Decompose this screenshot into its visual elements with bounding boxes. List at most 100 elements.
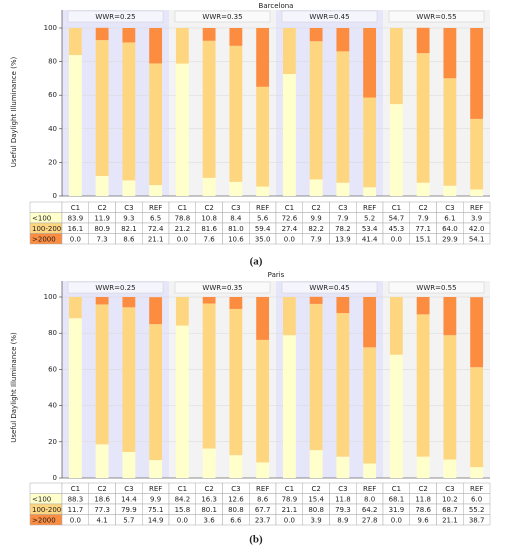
bar-segment xyxy=(416,182,430,196)
table-value: 7.9 xyxy=(418,214,429,222)
table-header: C3 xyxy=(338,485,347,493)
table-header: C2 xyxy=(311,485,320,493)
table-header: REF xyxy=(363,204,376,212)
table-value: 79.9 xyxy=(121,506,137,514)
table-value: 29.9 xyxy=(442,235,458,243)
table-value: 10.8 xyxy=(201,214,217,222)
table-value: 15.1 xyxy=(415,235,431,243)
group-label-box xyxy=(174,281,271,294)
table-value: 21.1 xyxy=(442,516,458,524)
y-tick-label: 20 xyxy=(48,438,57,446)
table-header: C1 xyxy=(285,204,294,212)
bar-segment xyxy=(416,53,430,183)
y-tick-label: 100 xyxy=(44,24,57,32)
table-value: 7.6 xyxy=(204,235,216,243)
bar-segment xyxy=(282,335,296,478)
table-value: 3.9 xyxy=(471,214,482,222)
table-header: REF xyxy=(256,485,269,493)
bar-segment xyxy=(95,27,109,41)
table-value: 83.9 xyxy=(68,214,84,222)
table-value: 23.7 xyxy=(255,516,271,524)
table-header: REF xyxy=(149,204,162,212)
table-value: 81.0 xyxy=(228,225,244,233)
table-value: 14.4 xyxy=(121,495,137,503)
group-label-box xyxy=(67,281,164,294)
table-value: 64.0 xyxy=(442,225,458,233)
bar-segment xyxy=(363,297,377,348)
bar-segment xyxy=(443,28,457,79)
bar-segment xyxy=(256,339,270,463)
bar-segment xyxy=(416,314,430,457)
table-corner xyxy=(29,482,63,494)
table-value: 13.9 xyxy=(335,235,351,243)
bar-segment xyxy=(256,297,270,340)
group-label-box xyxy=(388,10,485,23)
table-value: 3.9 xyxy=(311,516,322,524)
bar-segment xyxy=(175,297,189,326)
table-value: 0.0 xyxy=(284,516,295,524)
legend-label: <100 xyxy=(32,495,51,503)
table-value: 5.2 xyxy=(364,214,375,222)
table-value: 6.5 xyxy=(150,214,161,222)
bar-segment xyxy=(336,313,350,457)
table-value: 10.2 xyxy=(442,495,458,503)
table-header: C2 xyxy=(418,485,427,493)
table-value: 7.9 xyxy=(337,214,348,222)
table-value: 80.1 xyxy=(201,506,217,514)
bar-segment xyxy=(363,463,377,478)
table-header: C3 xyxy=(124,204,133,212)
group-label: WWR=0.35 xyxy=(202,284,242,292)
bar-segment xyxy=(122,28,136,43)
table-header: REF xyxy=(363,485,376,493)
group-label-box xyxy=(281,10,378,23)
bar-segment xyxy=(336,456,350,478)
bar-segment xyxy=(309,179,323,196)
bar-segment xyxy=(363,97,377,188)
group-label: WWR=0.25 xyxy=(95,13,135,21)
table-header: C2 xyxy=(204,485,213,493)
table-header: C3 xyxy=(231,204,240,212)
table-header: C2 xyxy=(311,204,320,212)
table-header: C3 xyxy=(338,204,347,212)
bar-segment xyxy=(282,297,296,336)
table-value: 11.7 xyxy=(68,506,84,514)
table-value: 80.8 xyxy=(308,506,324,514)
bar-segment xyxy=(122,180,136,196)
table-header: C1 xyxy=(392,485,401,493)
table-header: REF xyxy=(149,485,162,493)
bar-segment xyxy=(309,41,323,180)
y-tick-label: 80 xyxy=(48,58,57,66)
table-value: 0.0 xyxy=(177,235,188,243)
table-value: 0.0 xyxy=(391,235,402,243)
bar-segment xyxy=(229,28,243,46)
table-header: C3 xyxy=(124,485,133,493)
table-value: 21.2 xyxy=(175,225,191,233)
table-value: 80.9 xyxy=(94,225,110,233)
table-value: 9.9 xyxy=(311,214,322,222)
bar-segment xyxy=(470,297,484,368)
y-tick-label: 40 xyxy=(48,402,57,410)
bar-segment xyxy=(282,28,296,75)
table-value: 45.3 xyxy=(389,225,405,233)
bar-segment xyxy=(470,467,484,478)
bar-segment xyxy=(122,451,136,478)
table-header: C3 xyxy=(445,204,454,212)
bar-segment xyxy=(229,45,243,182)
table-value: 80.8 xyxy=(228,506,244,514)
bar-segment xyxy=(229,297,243,309)
bar-segment xyxy=(229,308,243,456)
table-header: REF xyxy=(470,204,483,212)
table-value: 0.0 xyxy=(391,516,402,524)
legend-label: <100 xyxy=(32,214,51,222)
table-value: 8.6 xyxy=(257,495,269,503)
table-value: 81.6 xyxy=(201,225,217,233)
table-value: 21.1 xyxy=(148,235,164,243)
bar-segment xyxy=(256,186,270,196)
group-label-box xyxy=(281,281,378,294)
bar-segment xyxy=(443,459,457,478)
table-value: 5.7 xyxy=(123,516,134,524)
chart-title: Barcelona xyxy=(259,2,294,10)
group-label: WWR=0.45 xyxy=(309,13,349,21)
bar-segment xyxy=(256,28,270,87)
group-label-box xyxy=(174,10,271,23)
